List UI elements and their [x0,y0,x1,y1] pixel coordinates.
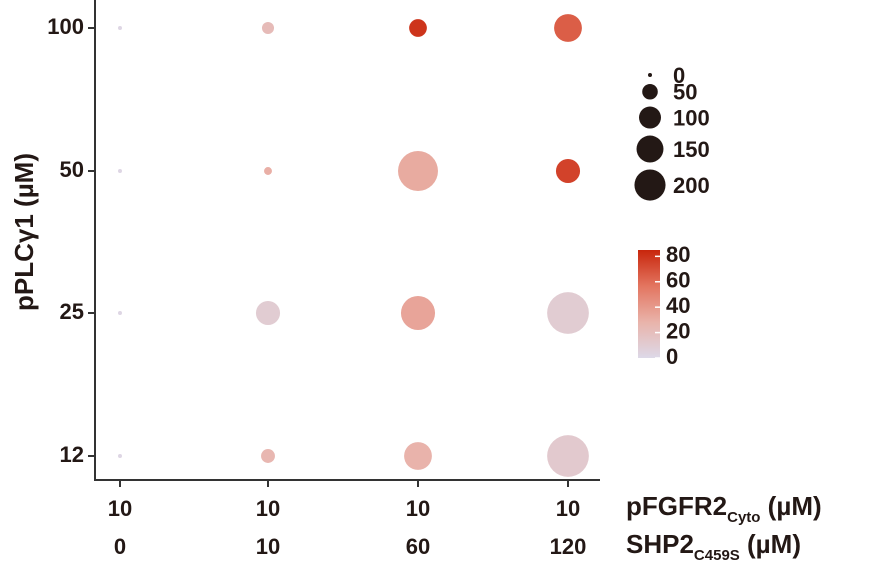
x-tick-label: 60 [406,534,430,559]
size-legend-label: 50 [673,80,697,105]
x-tick-label: 10 [556,496,580,521]
size-legend-mark [634,169,666,201]
y-tick-label: 12 [60,442,84,467]
y-tick-label: 100 [47,14,84,39]
label-sub: Cyto [727,509,760,526]
colorbar [638,250,660,358]
colorbar-label: 20 [666,318,690,343]
x-tick-label: 10 [406,496,430,521]
x-axis-title-bottom: SHP2C459S (µM) [626,529,801,564]
bubble [261,449,275,463]
bubble [400,295,436,331]
x-tick-label: 10 [256,534,280,559]
y-tick-label: 25 [60,299,84,324]
bubble [255,300,281,326]
colorbar-label: 80 [666,242,690,267]
colorbar-label: 0 [666,344,678,369]
bubble [118,169,122,173]
size-legend-label: 100 [673,105,710,130]
label-unit: (µM) [760,491,821,521]
bubble [264,167,272,175]
bubble [118,26,122,30]
label-main: pFGFR2 [626,491,727,521]
size-legend-label: 150 [673,137,710,162]
x-tick-label: 10 [256,496,280,521]
bubble [398,151,438,191]
bubble [547,292,589,334]
size-legend-mark [642,84,658,100]
size-legend-label: 200 [673,173,710,198]
colorbar-label: 60 [666,268,690,293]
bubble [118,311,122,315]
colorbar-label: 40 [666,293,690,318]
bubble [554,14,582,42]
x-tick-label: 10 [108,496,132,521]
x-tick-label: 0 [114,534,126,559]
bubble [547,435,589,477]
x-tick-label: 120 [550,534,587,559]
label-unit: (µM) [740,529,801,559]
bubble [555,158,581,184]
bubble [409,19,427,37]
x-axis-title-top: pFGFR2Cyto (µM) [626,491,822,526]
bubble [261,21,275,35]
bubble [404,442,432,470]
label-sub: C459S [694,547,740,564]
size-legend-mark [639,106,661,129]
y-axis-title: pPLCγ1 (µM) [9,153,39,311]
size-legend-mark [636,135,664,163]
size-legend-label: 0 [673,63,685,88]
size-legend-mark [648,73,652,77]
y-tick-label: 50 [60,157,84,182]
label-main: SHP2 [626,529,694,559]
bubble [118,454,122,458]
